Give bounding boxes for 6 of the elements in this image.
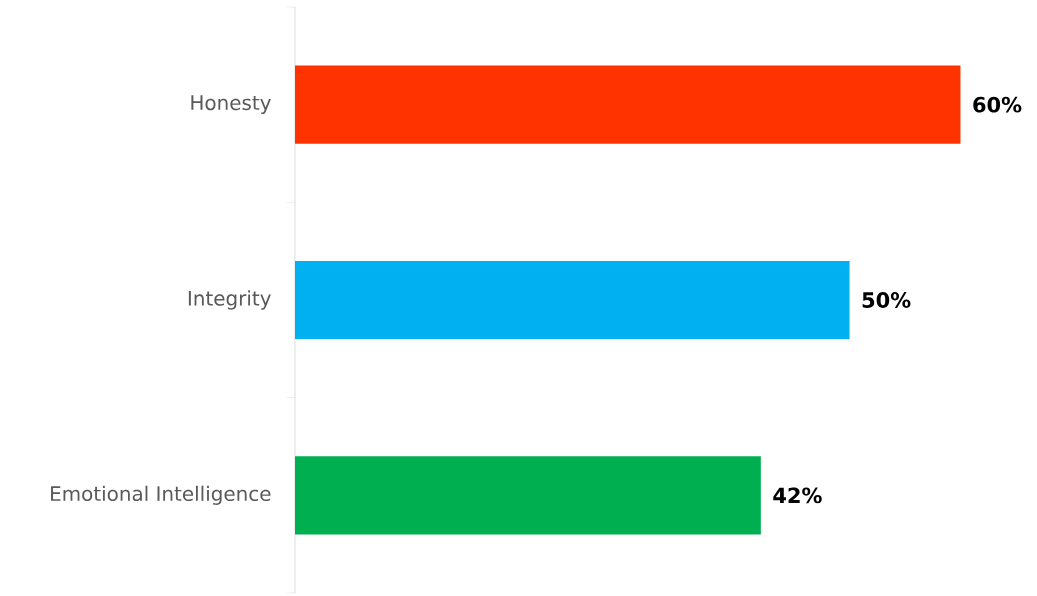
y-tick-label: Honesty — [191, 95, 271, 114]
data-label: 42% — [773, 487, 822, 504]
data-label: 60% — [973, 96, 1022, 113]
data-label: 50% — [862, 291, 911, 308]
y-tick-label: Emotional Intelligence — [51, 485, 271, 505]
y-tick-label: Integrity — [188, 290, 271, 310]
